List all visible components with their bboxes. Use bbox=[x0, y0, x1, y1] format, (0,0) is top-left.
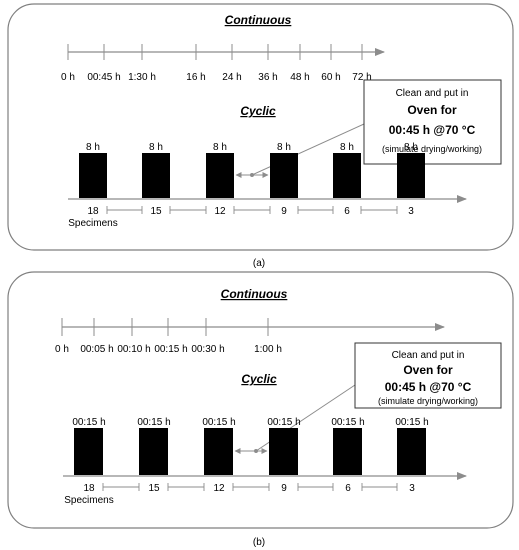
tick-label: 1:30 h bbox=[128, 72, 156, 83]
exposure-block bbox=[269, 428, 298, 475]
exposure-block bbox=[74, 428, 103, 475]
exposure-block bbox=[139, 428, 168, 475]
range-bracket bbox=[169, 206, 207, 214]
specimen-brackets bbox=[102, 483, 398, 491]
block-label: 00:15 h bbox=[331, 417, 364, 428]
block-label: 8 h bbox=[86, 142, 100, 153]
range-bracket bbox=[297, 206, 334, 214]
specimen-count: 18 bbox=[83, 483, 95, 494]
continuous-title: Continuous bbox=[225, 13, 292, 27]
range-bracket bbox=[233, 206, 271, 214]
range-bracket bbox=[360, 206, 398, 214]
specimen-count: 15 bbox=[148, 483, 160, 494]
panel-a-caption: (a) bbox=[253, 258, 265, 269]
range-bracket bbox=[106, 206, 143, 214]
exposure-block bbox=[204, 428, 233, 475]
callout-box bbox=[363, 79, 502, 165]
tick-label: 0 h bbox=[55, 344, 69, 355]
exposure-block bbox=[397, 153, 425, 198]
exposure-block bbox=[206, 153, 234, 198]
oven-interval-dot bbox=[254, 449, 258, 453]
range-bracket bbox=[297, 483, 334, 491]
specimen-count: 12 bbox=[214, 206, 226, 217]
callout-line-4: (simulate drying/working) bbox=[382, 144, 482, 154]
specimen-count: 18 bbox=[87, 206, 99, 217]
specimens-label: Specimens bbox=[68, 218, 117, 229]
oven-interval-dot bbox=[250, 173, 254, 177]
tick-label: 0 h bbox=[61, 72, 75, 83]
panel-a-frame bbox=[7, 3, 514, 251]
callout-line-3: 00:45 h @70 °C bbox=[385, 380, 472, 394]
tick-label: 72 h bbox=[352, 72, 371, 83]
specimen-count: 6 bbox=[344, 206, 350, 217]
tick-label: 00:15 h bbox=[154, 344, 187, 355]
tick-label: 00:45 h bbox=[87, 72, 120, 83]
panel-b-caption: (b) bbox=[253, 537, 265, 548]
specimen-count: 3 bbox=[409, 483, 415, 494]
range-bracket bbox=[102, 483, 140, 491]
tick-label: 16 h bbox=[186, 72, 205, 83]
exposure-block bbox=[270, 153, 298, 198]
specimen-count: 6 bbox=[345, 483, 351, 494]
specimens-label: Specimens bbox=[64, 495, 113, 506]
block-label: 00:15 h bbox=[395, 417, 428, 428]
panel-a: Continuous 0 h 00:45 h 1:30 h 16 h 24 h … bbox=[7, 3, 514, 251]
block-label: 8 h bbox=[149, 142, 163, 153]
cyclic-title: Cyclic bbox=[241, 372, 277, 386]
callout-line-3: 00:45 h @70 °C bbox=[389, 123, 476, 137]
specimen-count: 3 bbox=[408, 206, 414, 217]
specimen-count: 9 bbox=[281, 206, 287, 217]
specimen-count: 15 bbox=[150, 206, 162, 217]
block-label: 8 h bbox=[404, 142, 418, 153]
tick-label: 36 h bbox=[258, 72, 277, 83]
callout-line-1: Clean and put in bbox=[396, 88, 469, 99]
specimen-brackets bbox=[106, 206, 398, 214]
continuous-title: Continuous bbox=[221, 287, 288, 301]
block-label: 8 h bbox=[213, 142, 227, 153]
range-bracket bbox=[232, 483, 270, 491]
specimen-count: 12 bbox=[213, 483, 225, 494]
exposure-block bbox=[333, 153, 361, 198]
specimen-count: 9 bbox=[281, 483, 287, 494]
panel-b-frame bbox=[7, 271, 514, 529]
range-bracket bbox=[167, 483, 205, 491]
cyclic-blocks bbox=[74, 428, 426, 475]
block-label: 00:15 h bbox=[72, 417, 105, 428]
callout-box bbox=[354, 342, 502, 409]
cyclic-blocks bbox=[79, 153, 425, 198]
block-label: 8 h bbox=[340, 142, 354, 153]
callout-line-1: Clean and put in bbox=[392, 350, 465, 361]
callout-line-2: Oven for bbox=[403, 363, 453, 377]
callout-line-4: (simulate drying/working) bbox=[378, 396, 478, 406]
callout-line-2: Oven for bbox=[407, 103, 457, 117]
block-label: 00:15 h bbox=[267, 417, 300, 428]
range-bracket bbox=[361, 483, 398, 491]
cyclic-title: Cyclic bbox=[240, 104, 276, 118]
exposure-block bbox=[333, 428, 362, 475]
tick-label: 00:30 h bbox=[191, 344, 224, 355]
tick-label: 24 h bbox=[222, 72, 241, 83]
exposure-block bbox=[397, 428, 426, 475]
tick-label: 60 h bbox=[321, 72, 340, 83]
continuous-tick-marks bbox=[67, 44, 363, 60]
panel-b: Continuous 0 h 00:05 h 00:10 h 00:15 h 0… bbox=[7, 271, 514, 529]
exposure-block bbox=[79, 153, 107, 198]
tick-label: 1:00 h bbox=[254, 344, 282, 355]
exposure-block bbox=[142, 153, 170, 198]
continuous-tick-marks bbox=[61, 318, 269, 336]
block-label: 00:15 h bbox=[202, 417, 235, 428]
tick-label: 00:05 h bbox=[80, 344, 113, 355]
block-label: 8 h bbox=[277, 142, 291, 153]
tick-label: 00:10 h bbox=[117, 344, 150, 355]
tick-label: 48 h bbox=[290, 72, 309, 83]
block-label: 00:15 h bbox=[137, 417, 170, 428]
